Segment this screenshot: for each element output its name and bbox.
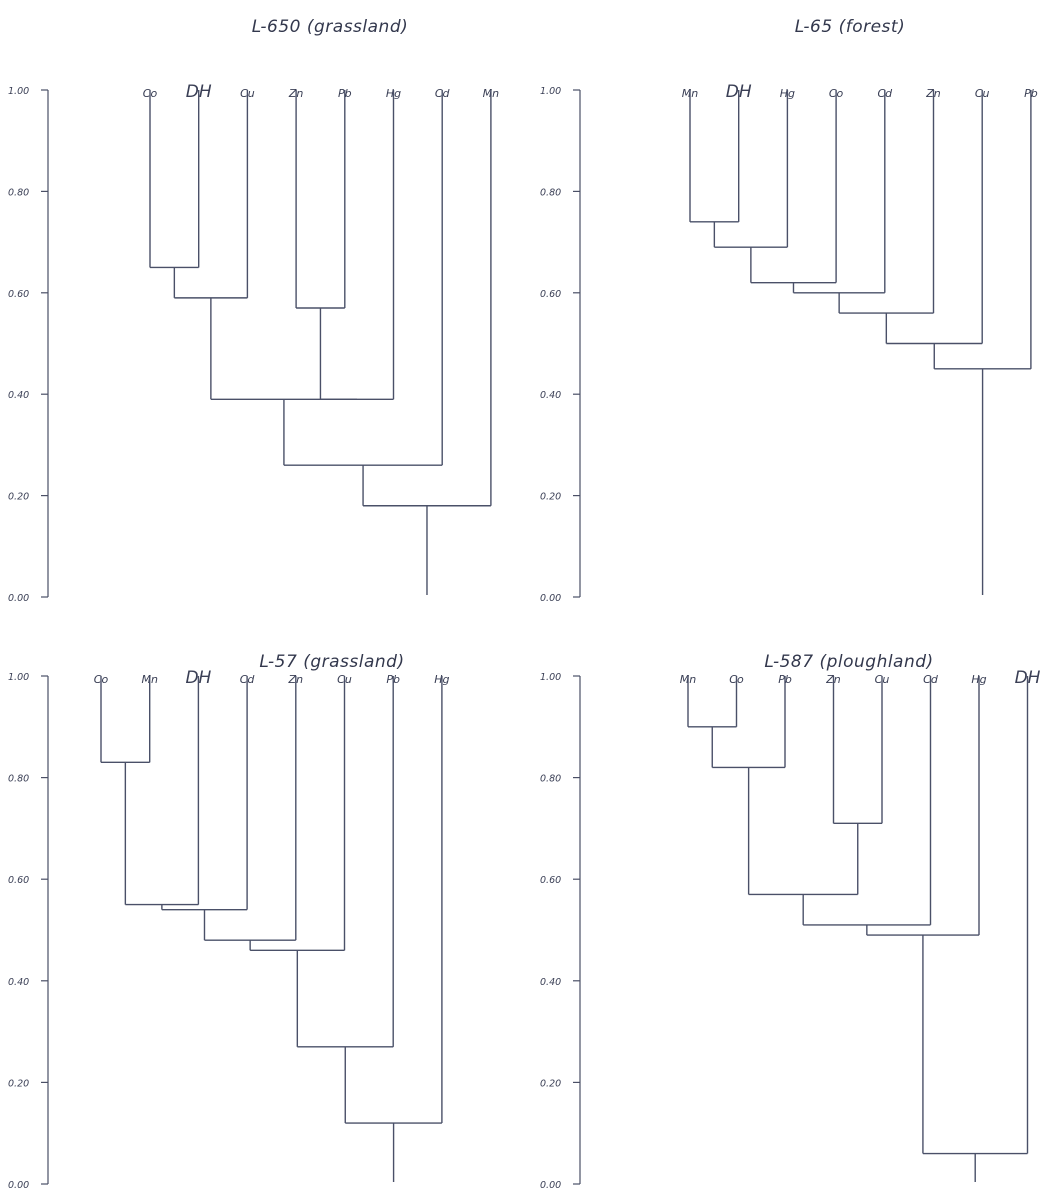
dendrogram-panel: L-57 (grassland) 0.00 0.20 0.40 0.60 0.80 1.00… [8, 652, 450, 1191]
y-tick-label: 0.20 [8, 492, 29, 503]
chart-title: L-65 (forest) [795, 17, 905, 37]
y-tick-label: 0.80 [540, 187, 561, 198]
dendrogram-panel: L-587 (ploughland) 0.00 0.20 0.40 0.60 0.80 1.… [540, 652, 1041, 1191]
y-tick-label: 1.00 [8, 86, 29, 97]
y-tick-label: 0.60 [540, 875, 561, 886]
y-tick-label: 0.60 [8, 875, 29, 886]
y-tick-label: 0.40 [540, 977, 561, 988]
y-tick-label: 0.60 [8, 289, 29, 300]
y-tick-label: 0.40 [8, 977, 29, 988]
y-tick-label: 0.00 [8, 593, 29, 604]
y-tick-label: 0.60 [540, 289, 561, 300]
y-tick-label: 0.80 [8, 187, 29, 198]
chart-title: L-587 (ploughland) [764, 652, 933, 672]
y-tick-label: 1.00 [540, 672, 561, 683]
chart-title: L-650 (grassland) [252, 17, 409, 37]
y-tick-label: 0.20 [540, 1078, 561, 1089]
y-tick-label: 0.80 [540, 774, 561, 785]
y-tick-label: 1.00 [540, 86, 561, 97]
y-tick-label: 0.40 [540, 390, 561, 401]
y-tick-label: 0.80 [8, 774, 29, 785]
y-tick-label: 0.00 [540, 1180, 561, 1191]
y-tick-label: 1.00 [8, 672, 29, 683]
y-tick-label: 0.20 [540, 492, 561, 503]
chart-title: L-57 (grassland) [259, 652, 404, 672]
y-tick-label: 0.40 [8, 390, 29, 401]
y-tick-label: 0.00 [8, 1180, 29, 1191]
dendrogram-panel: L-650 (grassland) 0.00 0.20 0.40 0.60 0.80 1.0… [8, 17, 499, 604]
y-tick-label: 0.20 [8, 1078, 29, 1089]
dendrogram-panel: L-65 (forest)0.000.200.400.600.801.00 Mn D… [540, 17, 1038, 604]
y-tick-label: 0.00 [540, 593, 561, 604]
